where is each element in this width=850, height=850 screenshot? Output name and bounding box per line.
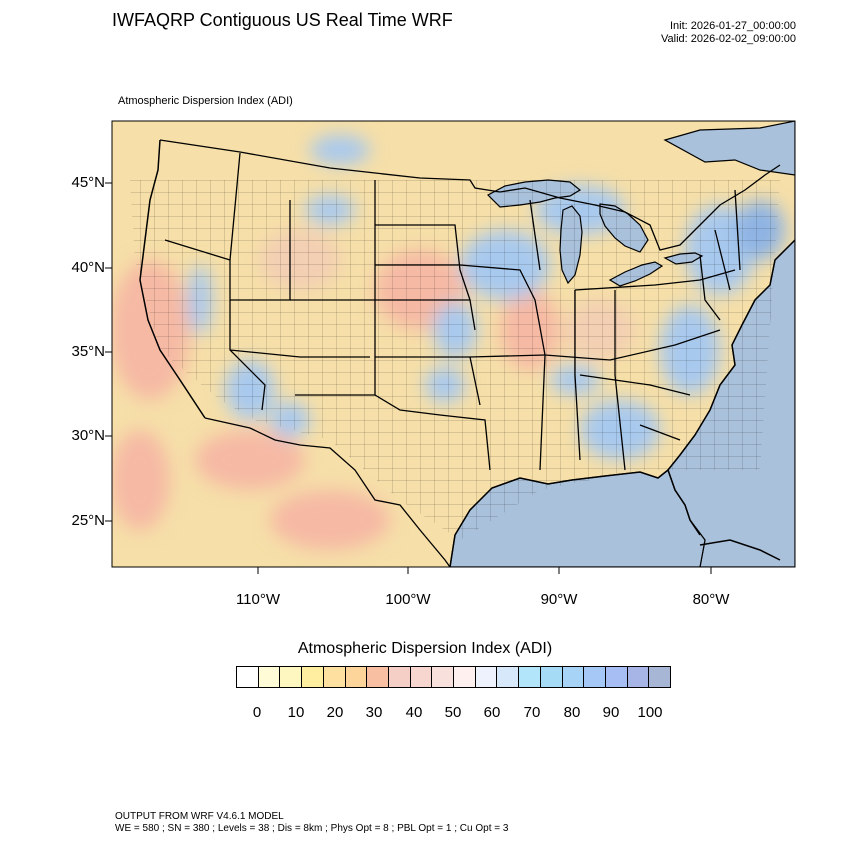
lon-label-80w: 80°W bbox=[692, 591, 730, 608]
colorbar-swatch bbox=[497, 667, 520, 687]
colorbar-swatch bbox=[345, 667, 368, 687]
colorbar-swatch bbox=[323, 667, 346, 687]
boundaries bbox=[159, 139, 781, 567]
main-title: IWFAQRP Contiguous US Real Time WRF bbox=[112, 10, 453, 30]
lat-label-35n: 35°N bbox=[71, 343, 105, 360]
colorbar-swatch bbox=[454, 667, 476, 687]
field-label: Atmospheric Dispersion Index (ADI) bbox=[118, 95, 293, 107]
colorbar-swatch bbox=[432, 667, 455, 687]
valid-time: Valid: 2026-02-02_09:00:00 bbox=[661, 33, 796, 45]
colorbar-swatch bbox=[367, 667, 389, 687]
colorbar-tick: 70 bbox=[523, 704, 541, 721]
colorbar-swatch bbox=[410, 667, 433, 687]
lon-label-100w: 100°W bbox=[385, 591, 431, 608]
map-area bbox=[112, 121, 795, 567]
lat-label-40n: 40°N bbox=[71, 259, 105, 276]
county-grid bbox=[130, 180, 780, 540]
colorbar-swatch bbox=[562, 667, 585, 687]
colorbar-tick: 50 bbox=[444, 704, 462, 721]
footer-params: WE = 580 ; SN = 380 ; Levels = 38 ; Dis … bbox=[115, 823, 509, 834]
lat-label-30n: 30°N bbox=[71, 427, 105, 444]
colorbar-tick: 0 bbox=[252, 704, 262, 721]
colorbar-swatch bbox=[280, 667, 303, 687]
colorbar-swatch bbox=[237, 667, 259, 687]
colorbar-tick: 90 bbox=[602, 704, 620, 721]
colorbar-swatch bbox=[605, 667, 628, 687]
coastlines bbox=[139, 139, 795, 567]
colorbar-swatch bbox=[540, 667, 563, 687]
lat-label-25n: 25°N bbox=[71, 512, 105, 529]
colorbar-tick: 80 bbox=[563, 704, 581, 721]
colorbar-swatch bbox=[302, 667, 324, 687]
colorbar-tick: 20 bbox=[326, 704, 344, 721]
lat-label-45n: 45°N bbox=[71, 174, 105, 191]
colorbar-swatch bbox=[388, 667, 411, 687]
colorbar-tick: 40 bbox=[405, 704, 423, 721]
colorbar bbox=[236, 666, 671, 688]
map-frame bbox=[111, 120, 796, 568]
colorbar-swatch bbox=[258, 667, 281, 687]
colorbar-tick: 60 bbox=[483, 704, 501, 721]
lon-label-90w: 90°W bbox=[540, 591, 578, 608]
colorbar-swatch bbox=[627, 667, 650, 687]
colorbar-title: Atmospheric Dispersion Index (ADI) bbox=[297, 640, 553, 657]
colorbar-tick: 10 bbox=[287, 704, 305, 721]
init-time: Init: 2026-01-27_00:00:00 bbox=[670, 20, 796, 32]
colorbar-swatch bbox=[475, 667, 498, 687]
axis-ticks bbox=[105, 182, 712, 574]
lon-label-110w: 110°W bbox=[235, 591, 281, 608]
footer-model: OUTPUT FROM WRF V4.6.1 MODEL bbox=[115, 811, 284, 822]
colorbar-tick: 30 bbox=[365, 704, 383, 721]
colorbar-swatch bbox=[584, 667, 606, 687]
colorbar-swatch bbox=[519, 667, 541, 687]
colorbar-swatch bbox=[649, 667, 671, 687]
colorbar-tick: 100 bbox=[637, 704, 663, 721]
